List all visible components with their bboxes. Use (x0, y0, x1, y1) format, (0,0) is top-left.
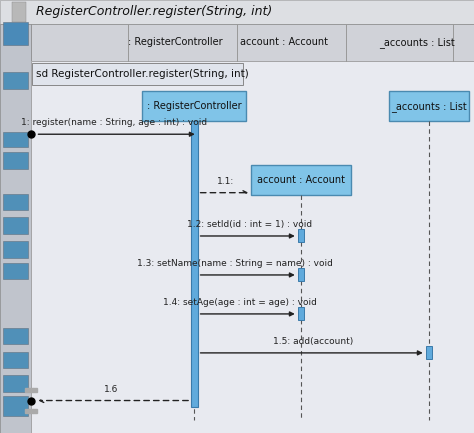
Bar (191, 121, 198, 407)
Bar (298, 229, 304, 242)
Text: 1: register(name : String, age : int) : void: 1: register(name : String, age : int) : … (21, 118, 207, 127)
Text: 1.2: setId(id : int = 1) : void: 1.2: setId(id : int = 1) : void (187, 220, 312, 229)
Bar (426, 346, 432, 359)
Bar (389, 91, 469, 121)
Text: 1.4: setAge(age : int = age) : void: 1.4: setAge(age : int = age) : void (163, 298, 317, 307)
Bar (3, 194, 28, 210)
Bar (3, 241, 28, 258)
Text: 1.6: 1.6 (104, 385, 118, 394)
Bar (298, 268, 304, 281)
Bar (3, 132, 28, 147)
Bar (3, 180, 28, 191)
Bar (142, 91, 246, 121)
Bar (298, 307, 304, 320)
Bar (3, 312, 28, 323)
Bar (3, 152, 28, 169)
FancyBboxPatch shape (32, 63, 243, 85)
Bar (3, 92, 28, 108)
Text: 1.1:: 1.1: (217, 177, 234, 186)
Bar (12, 2, 26, 22)
Text: 1.5: add(account): 1.5: add(account) (273, 337, 354, 346)
Text: account : Account: account : Account (257, 174, 345, 185)
Bar (3, 263, 28, 279)
Bar (3, 22, 28, 45)
Bar (31, 24, 474, 61)
Bar (3, 328, 28, 344)
Bar (3, 217, 28, 234)
Bar (3, 352, 28, 368)
Bar (31, 61, 474, 433)
Bar (251, 165, 351, 195)
Text: : RegisterController: : RegisterController (128, 37, 223, 47)
Bar (3, 119, 28, 130)
Text: RegisterController.register(String, int): RegisterController.register(String, int) (36, 5, 272, 19)
Bar (3, 396, 28, 416)
Text: : RegisterController: : RegisterController (147, 101, 242, 111)
Text: _accounts : List: _accounts : List (379, 37, 455, 48)
Bar (0, 0, 474, 24)
Bar (31, 61, 474, 433)
Bar (3, 72, 28, 89)
Bar (3, 61, 28, 71)
Bar (3, 294, 28, 305)
Text: _accounts : List: _accounts : List (391, 100, 467, 112)
Text: 1.3: setName(name : String = name) : void: 1.3: setName(name : String = name) : voi… (137, 259, 333, 268)
Text: sd RegisterController.register(String, int): sd RegisterController.register(String, i… (36, 69, 249, 79)
Bar (0, 24, 31, 433)
Bar (3, 375, 28, 392)
Text: account : Account: account : Account (240, 37, 328, 47)
